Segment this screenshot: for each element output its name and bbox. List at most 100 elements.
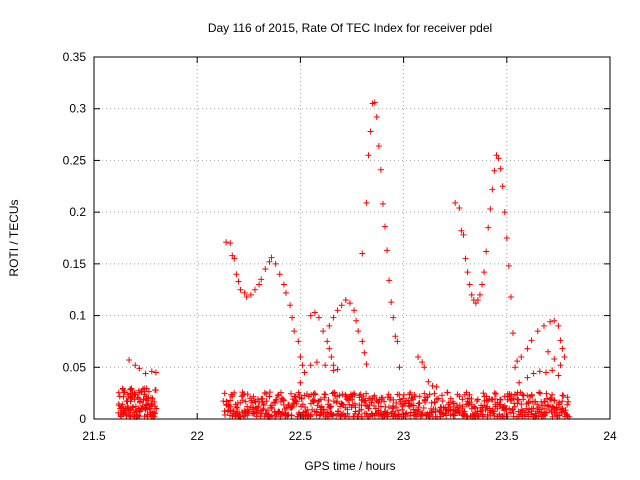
data-point bbox=[365, 405, 372, 412]
data-point bbox=[242, 398, 249, 405]
data-point bbox=[346, 300, 353, 307]
data-point bbox=[375, 142, 382, 149]
data-point bbox=[152, 410, 159, 417]
data-point bbox=[494, 405, 501, 412]
data-point bbox=[381, 398, 388, 405]
data-point bbox=[497, 396, 504, 403]
data-point bbox=[233, 403, 240, 410]
data-point bbox=[520, 396, 527, 403]
data-point bbox=[523, 405, 530, 412]
data-point bbox=[446, 399, 453, 406]
data-point bbox=[473, 397, 480, 404]
data-point bbox=[288, 412, 295, 419]
data-point bbox=[535, 404, 542, 411]
data-point bbox=[335, 408, 342, 415]
data-point bbox=[384, 413, 391, 420]
data-point bbox=[410, 402, 417, 409]
data-point bbox=[400, 391, 407, 398]
data-point bbox=[415, 408, 422, 415]
data-point bbox=[243, 293, 250, 300]
data-point bbox=[447, 406, 454, 413]
data-point bbox=[375, 400, 382, 407]
data-point bbox=[551, 317, 558, 324]
data-point bbox=[291, 328, 298, 335]
y-tick-label: 0.25 bbox=[63, 153, 87, 167]
data-point bbox=[557, 362, 564, 369]
data-point bbox=[241, 289, 248, 296]
data-point bbox=[480, 413, 487, 420]
data-point bbox=[330, 367, 337, 374]
data-point bbox=[115, 389, 122, 396]
data-point bbox=[324, 408, 331, 415]
y-axis-label: ROTI / TECUs bbox=[7, 199, 21, 276]
data-point bbox=[132, 362, 139, 369]
data-point bbox=[235, 278, 242, 285]
data-point bbox=[297, 379, 304, 386]
data-point bbox=[406, 391, 413, 398]
data-point bbox=[320, 328, 327, 335]
data-point bbox=[452, 199, 459, 206]
data-point bbox=[244, 412, 251, 419]
data-point bbox=[421, 390, 428, 397]
data-point bbox=[140, 396, 147, 403]
data-point bbox=[403, 409, 410, 416]
x-axis-label: GPS time / hours bbox=[304, 459, 395, 473]
data-point bbox=[151, 398, 158, 405]
data-point bbox=[239, 392, 246, 399]
data-point bbox=[419, 359, 426, 366]
data-point bbox=[127, 398, 134, 405]
data-point bbox=[435, 395, 442, 402]
data-point bbox=[328, 403, 335, 410]
data-point bbox=[386, 277, 393, 284]
chart-title: Day 116 of 2015, Rate Of TEC Index for r… bbox=[208, 21, 492, 35]
data-point bbox=[555, 322, 562, 329]
data-point bbox=[119, 401, 126, 408]
data-point bbox=[260, 405, 267, 412]
data-point bbox=[481, 269, 488, 276]
data-point bbox=[317, 396, 324, 403]
data-point bbox=[501, 209, 508, 216]
data-point bbox=[272, 260, 279, 267]
data-point bbox=[251, 286, 258, 293]
data-point bbox=[456, 402, 463, 409]
data-point bbox=[468, 291, 475, 298]
data-point bbox=[497, 165, 504, 172]
data-point bbox=[120, 393, 127, 400]
data-point bbox=[322, 362, 329, 369]
data-point bbox=[272, 399, 279, 406]
data-point bbox=[301, 369, 308, 376]
data-point bbox=[226, 412, 233, 419]
data-point bbox=[234, 404, 241, 411]
data-point bbox=[516, 379, 523, 386]
data-point bbox=[342, 391, 349, 398]
data-point bbox=[525, 409, 532, 416]
data-point bbox=[353, 317, 360, 324]
data-point bbox=[121, 389, 128, 396]
data-point bbox=[250, 393, 257, 400]
data-point bbox=[355, 328, 362, 335]
grid-lines bbox=[94, 57, 610, 419]
data-point bbox=[544, 401, 551, 408]
data-point bbox=[443, 412, 450, 419]
data-point bbox=[371, 99, 378, 106]
data-point bbox=[499, 183, 506, 190]
data-point bbox=[548, 408, 555, 415]
x-tick-label: 22.5 bbox=[289, 429, 313, 443]
x-tick-label: 21.5 bbox=[82, 429, 106, 443]
data-point bbox=[405, 397, 412, 404]
data-point bbox=[301, 404, 308, 411]
data-point bbox=[543, 409, 550, 416]
data-point bbox=[519, 391, 526, 398]
data-point bbox=[426, 391, 433, 398]
data-point bbox=[459, 396, 466, 403]
data-point bbox=[149, 395, 156, 402]
data-point bbox=[226, 403, 233, 410]
data-point bbox=[561, 353, 568, 360]
data-point bbox=[293, 400, 300, 407]
data-point bbox=[307, 411, 314, 418]
data-point bbox=[274, 392, 281, 399]
data-point bbox=[263, 390, 270, 397]
data-point bbox=[336, 392, 343, 399]
data-point bbox=[490, 408, 497, 415]
